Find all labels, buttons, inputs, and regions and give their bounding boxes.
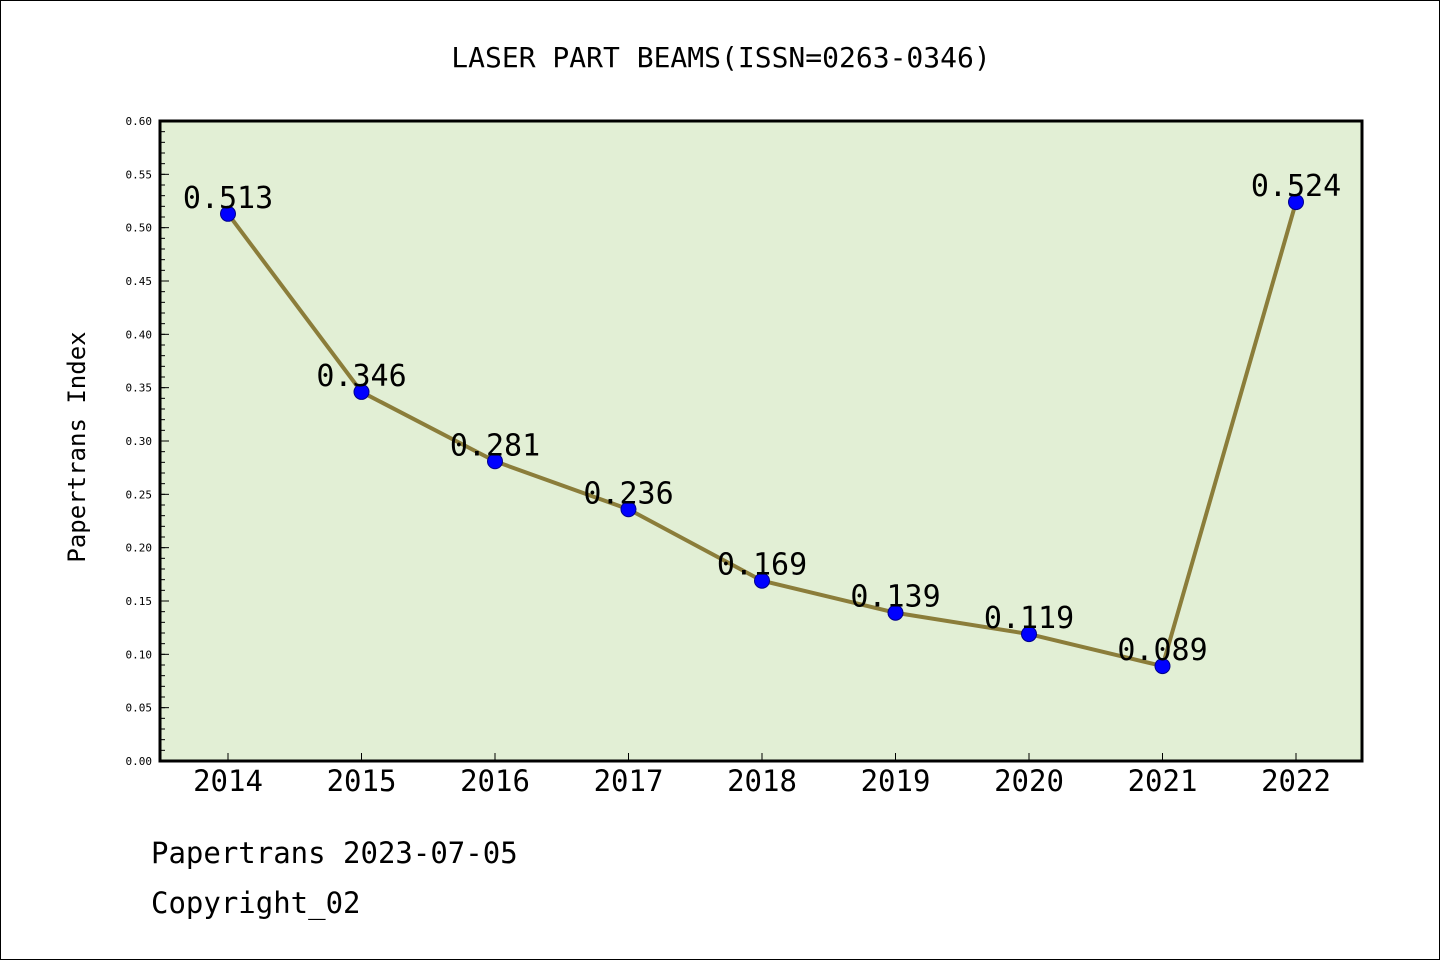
data-point-marker (754, 572, 770, 589)
x-tick-label: 2015 (327, 764, 397, 798)
data-label: 0.281 (450, 428, 540, 463)
x-tick-label: 2020 (994, 764, 1064, 798)
y-axis-ticks: 0.00 0.05 0.10 0.15 0.20 0.25 0.30 0.35 0.40 0.45… (126, 115, 169, 768)
x-tick-label: 2021 (1128, 764, 1198, 798)
data-label: 0.169 (717, 548, 807, 583)
data-point-marker (353, 383, 370, 400)
data-labels: 0.513 0.346 0.281 0.236 0.169 0.139 0.119 0.089… (183, 169, 1341, 668)
y-tick-label: 0.60 (126, 115, 153, 128)
data-point-marker (887, 604, 904, 621)
data-label: 0.524 (1251, 169, 1341, 204)
data-markers (220, 194, 1304, 675)
data-point-marker (487, 453, 503, 470)
x-tick-label: 2016 (460, 764, 530, 798)
footer-copyright: Copyright_02 (151, 886, 361, 920)
x-axis-ticks: 2014 2015 2016 2017 2018 2019 2020 2021 2022 (193, 753, 1331, 798)
y-tick-label: 0.00 (126, 755, 153, 768)
data-label: 0.236 (583, 476, 673, 511)
y-tick-label: 0.10 (126, 648, 153, 661)
data-label: 0.089 (1117, 633, 1207, 668)
data-label: 0.139 (850, 580, 940, 615)
data-point-marker (1021, 626, 1037, 643)
y-tick-label: 0.40 (126, 328, 153, 341)
y-tick-label: 0.30 (126, 435, 153, 448)
x-tick-label: 2014 (193, 764, 263, 798)
data-point-marker (1288, 194, 1304, 211)
data-label: 0.119 (984, 601, 1074, 636)
plot-area (158, 119, 1364, 763)
y-tick-label: 0.55 (126, 168, 153, 181)
y-tick-label: 0.50 (126, 222, 153, 235)
y-tick-label: 0.45 (126, 275, 153, 288)
x-tick-label: 2019 (861, 764, 931, 798)
x-tick-label: 2018 (727, 764, 797, 798)
x-tick-label: 2022 (1261, 764, 1331, 798)
data-point-marker (220, 205, 236, 222)
y-tick-label: 0.25 (126, 488, 153, 501)
data-point-marker (1154, 658, 1171, 675)
y-tick-label: 0.35 (126, 382, 153, 395)
y-tick-label: 0.05 (126, 702, 153, 715)
chart-title: LASER PART BEAMS(ISSN=0263-0346) (451, 41, 990, 74)
y-tick-label: 0.15 (126, 595, 153, 608)
x-tick-label: 2017 (594, 764, 664, 798)
y-axis-label: Papertrans Index (63, 331, 91, 562)
data-point-marker (620, 501, 637, 518)
data-label: 0.346 (316, 359, 406, 394)
data-label: 0.513 (183, 181, 273, 216)
y-tick-label: 0.20 (126, 542, 153, 555)
footer-credit: Papertrans 2023-07-05 (151, 836, 518, 870)
